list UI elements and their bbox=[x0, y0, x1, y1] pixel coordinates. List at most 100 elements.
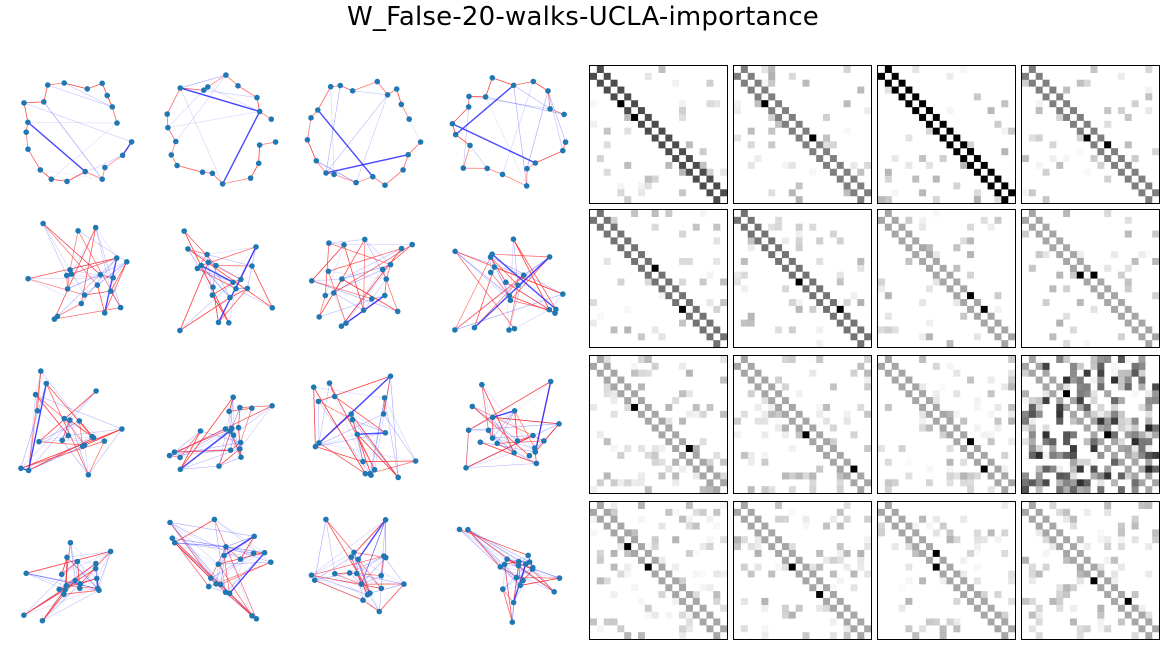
matrix-cell bbox=[843, 632, 851, 639]
walk-edge bbox=[239, 405, 273, 408]
matrix-cell bbox=[967, 486, 975, 493]
matrix-cell bbox=[932, 196, 940, 203]
matrix-cell bbox=[857, 326, 865, 334]
matrix-cell bbox=[960, 570, 968, 578]
matrix-cell bbox=[843, 168, 851, 176]
walk-edge bbox=[328, 248, 402, 272]
matrix-cell bbox=[1022, 479, 1029, 487]
walk-edge bbox=[85, 171, 103, 180]
walk-edge bbox=[104, 261, 128, 314]
graph-panel bbox=[456, 526, 563, 625]
matrix-cell bbox=[1111, 556, 1119, 564]
weight-edge bbox=[206, 254, 253, 267]
matrix-cell bbox=[1152, 333, 1159, 341]
matrix-cell bbox=[974, 550, 981, 557]
matrix-cell bbox=[912, 397, 920, 405]
matrix-cell bbox=[1090, 127, 1098, 135]
matrix-cell bbox=[967, 251, 975, 259]
matrix-cell bbox=[706, 175, 714, 183]
walk-edge bbox=[174, 519, 215, 544]
matrix-cell bbox=[1028, 369, 1036, 377]
matrix-cell bbox=[1001, 326, 1009, 334]
graph-node bbox=[18, 465, 24, 472]
graph-node bbox=[523, 561, 529, 567]
walk-edge bbox=[492, 416, 560, 425]
matrix-cell bbox=[829, 155, 837, 163]
graph-node bbox=[261, 549, 268, 556]
walk-edge bbox=[510, 299, 550, 311]
walk-edge bbox=[350, 519, 386, 558]
weight-edge bbox=[361, 519, 386, 585]
matrix-cell bbox=[740, 563, 748, 571]
matrix-cell bbox=[1056, 543, 1064, 551]
graph-node bbox=[210, 284, 216, 291]
matrix-cell bbox=[747, 216, 755, 224]
graph-node bbox=[398, 101, 405, 108]
weight-edge bbox=[314, 556, 352, 581]
matrix-cell bbox=[816, 604, 824, 612]
graph-node bbox=[510, 82, 517, 89]
graph-node bbox=[393, 86, 400, 92]
matrix-cell bbox=[864, 369, 871, 377]
walk-edge bbox=[311, 244, 345, 282]
matrix-cell bbox=[912, 632, 920, 639]
matrix-cell bbox=[1152, 383, 1159, 391]
matrix-cell bbox=[1028, 189, 1036, 197]
matrix-cell bbox=[857, 362, 865, 370]
matrix-cell bbox=[637, 556, 645, 564]
matrix-cell bbox=[1035, 410, 1043, 418]
matrix-cell bbox=[1083, 458, 1091, 466]
weight-edge bbox=[200, 265, 231, 298]
matrix-cell bbox=[1131, 472, 1139, 480]
matrix-cell bbox=[1022, 390, 1029, 398]
matrix-cell bbox=[781, 556, 789, 564]
matrix-cell bbox=[610, 445, 618, 453]
matrix-cell bbox=[685, 155, 693, 163]
matrix-cell bbox=[1028, 563, 1036, 571]
walk-edge bbox=[514, 410, 536, 449]
graph-node bbox=[34, 408, 41, 414]
matrix-cell bbox=[878, 522, 885, 530]
matrix-cell bbox=[967, 148, 974, 156]
matrix-cell bbox=[953, 182, 961, 190]
matrix-cell bbox=[919, 383, 927, 391]
matrix-cell bbox=[1008, 577, 1015, 585]
matrix-cell bbox=[960, 458, 968, 466]
matrix-cell bbox=[816, 577, 824, 585]
matrix-cell bbox=[788, 445, 796, 453]
matrix-cell bbox=[1097, 611, 1105, 619]
matrix-cell bbox=[713, 632, 721, 639]
matrix-cell bbox=[1028, 445, 1036, 453]
matrix-cell bbox=[973, 168, 981, 176]
matrix-cell bbox=[795, 244, 803, 252]
matrix-cell bbox=[775, 376, 783, 384]
matrix-cell bbox=[644, 403, 652, 411]
weight-edge bbox=[27, 278, 82, 304]
graph-node bbox=[339, 276, 345, 282]
matrix-cell bbox=[1022, 486, 1029, 493]
matrix-cell bbox=[1124, 305, 1132, 313]
matrix-cell bbox=[1131, 312, 1139, 320]
matrix-cell bbox=[631, 549, 639, 557]
matrix-cell bbox=[637, 369, 645, 377]
walk-edge bbox=[223, 555, 230, 594]
matrix-cell bbox=[1145, 340, 1153, 347]
weight-edge bbox=[361, 575, 382, 585]
matrix-cell bbox=[1008, 438, 1015, 446]
matrix-cell bbox=[912, 529, 920, 537]
weight-edge bbox=[26, 573, 98, 589]
matrix-cell bbox=[864, 515, 871, 523]
matrix-cell bbox=[610, 369, 618, 377]
matrix-cell bbox=[1097, 278, 1105, 286]
matrix-cell bbox=[1049, 465, 1057, 473]
matrix-cell bbox=[713, 326, 721, 334]
matrix-cell bbox=[1124, 216, 1132, 224]
matrix-cell bbox=[1008, 356, 1015, 363]
matrix-cell bbox=[637, 472, 645, 480]
matrix-cell bbox=[1028, 577, 1036, 585]
matrix-cell bbox=[1117, 543, 1125, 551]
matrix-cell bbox=[947, 466, 954, 473]
weight-edge bbox=[513, 239, 519, 286]
graph-node bbox=[308, 278, 315, 284]
walk-edge bbox=[222, 177, 251, 185]
